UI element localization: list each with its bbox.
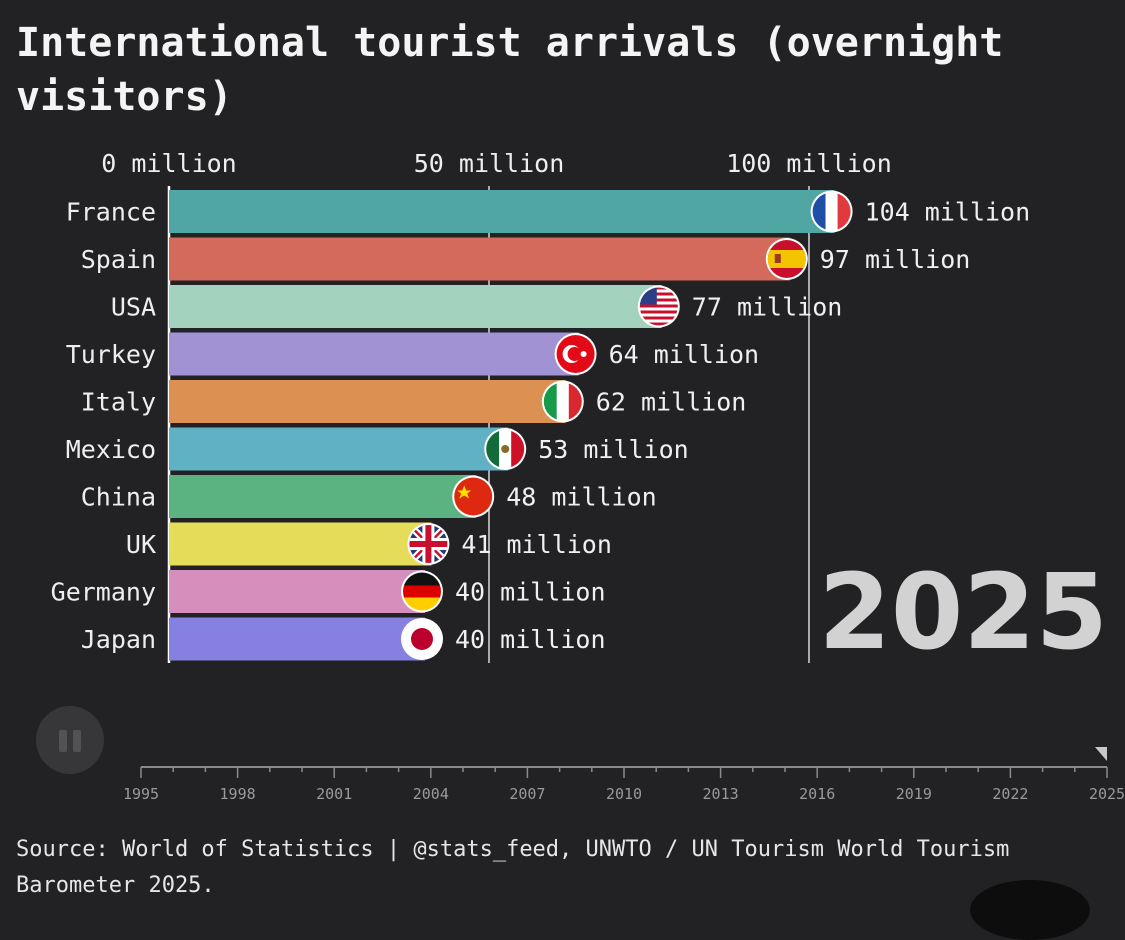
timeline-label: 2013 bbox=[703, 785, 739, 803]
category-label: Japan bbox=[81, 625, 156, 654]
bar-france bbox=[169, 190, 835, 233]
value-label: 48 million bbox=[506, 483, 657, 512]
x-tick-label: 50 million bbox=[414, 149, 565, 178]
timeline-label: 1995 bbox=[123, 785, 159, 803]
x-tick-label: 100 million bbox=[726, 149, 892, 178]
timeline-label: 1998 bbox=[220, 785, 256, 803]
flag-mexico-icon bbox=[484, 428, 527, 470]
category-label: France bbox=[66, 198, 156, 227]
bars bbox=[169, 190, 835, 661]
timeline-label: 2022 bbox=[992, 785, 1028, 803]
category-label: UK bbox=[126, 530, 156, 559]
timeline[interactable]: 1995 1998 2001 2004 2007 2010 2013 2016 2019 2022… bbox=[123, 747, 1125, 803]
flag-germany-icon bbox=[401, 570, 443, 613]
category-labels: France Spain USA Turkey Italy Mexico China UK Ge… bbox=[51, 198, 156, 655]
value-labels: 104 million 97 million 77 million 64 millio… bbox=[455, 198, 1030, 655]
pause-button[interactable] bbox=[36, 706, 104, 774]
category-label: China bbox=[81, 483, 156, 512]
bar-spain bbox=[169, 237, 790, 281]
bar-china bbox=[169, 475, 477, 518]
category-label: Spain bbox=[81, 245, 156, 274]
category-label: USA bbox=[111, 293, 156, 322]
timeline-label: 2010 bbox=[606, 785, 642, 803]
timeline-label: 2001 bbox=[316, 785, 352, 803]
value-label: 40 million bbox=[455, 578, 606, 607]
chart-title: International tourist arrivals (overnigh… bbox=[16, 20, 1004, 120]
value-label: 40 million bbox=[455, 625, 606, 654]
bar-japan bbox=[169, 617, 425, 661]
x-axis-ticks: 0 million 50 million 100 million bbox=[101, 149, 892, 178]
bar-usa bbox=[169, 285, 662, 328]
source-note: Source: World of Statistics | @stats_fee… bbox=[16, 837, 1010, 898]
bar-uk bbox=[169, 522, 432, 566]
flag-usa-icon bbox=[637, 285, 680, 328]
category-label: Italy bbox=[81, 388, 156, 417]
timeline-handle[interactable] bbox=[1095, 747, 1107, 761]
flag-china-icon bbox=[452, 475, 495, 518]
flag-uk-icon bbox=[407, 523, 450, 565]
flag-italy-icon bbox=[541, 380, 584, 423]
x-tick-label: 0 million bbox=[101, 149, 236, 178]
corner-shadow bbox=[970, 880, 1090, 940]
bar-turkey bbox=[169, 332, 579, 376]
value-label: 62 million bbox=[596, 388, 747, 417]
value-label: 64 million bbox=[609, 340, 760, 369]
bar-germany bbox=[169, 570, 425, 613]
current-year-label: 2025 bbox=[819, 551, 1108, 673]
flag-france-icon bbox=[810, 190, 853, 233]
bar-mexico bbox=[169, 427, 509, 471]
value-label: 53 million bbox=[538, 435, 689, 464]
value-label: 97 million bbox=[820, 245, 971, 274]
bar-italy bbox=[169, 380, 566, 423]
timeline-label: 2019 bbox=[896, 785, 932, 803]
timeline-label: 2016 bbox=[799, 785, 835, 803]
timeline-label: 2004 bbox=[413, 785, 449, 803]
pause-icon-bar bbox=[73, 730, 81, 752]
flags bbox=[401, 190, 853, 660]
value-label: 104 million bbox=[865, 198, 1031, 227]
pause-icon bbox=[59, 730, 67, 752]
category-label: Germany bbox=[51, 578, 156, 607]
flag-japan-icon bbox=[401, 618, 443, 660]
timeline-label: 2025 bbox=[1089, 785, 1125, 803]
flag-spain-icon bbox=[765, 238, 808, 280]
timeline-label: 2007 bbox=[509, 785, 545, 803]
bar-chart: 0 million 50 million 100 million France Spa… bbox=[51, 149, 1125, 803]
category-label: Mexico bbox=[66, 435, 156, 464]
category-label: Turkey bbox=[66, 340, 156, 369]
flag-turkey-icon bbox=[554, 333, 597, 375]
value-label: 41 million bbox=[461, 530, 612, 559]
value-label: 77 million bbox=[692, 293, 843, 322]
